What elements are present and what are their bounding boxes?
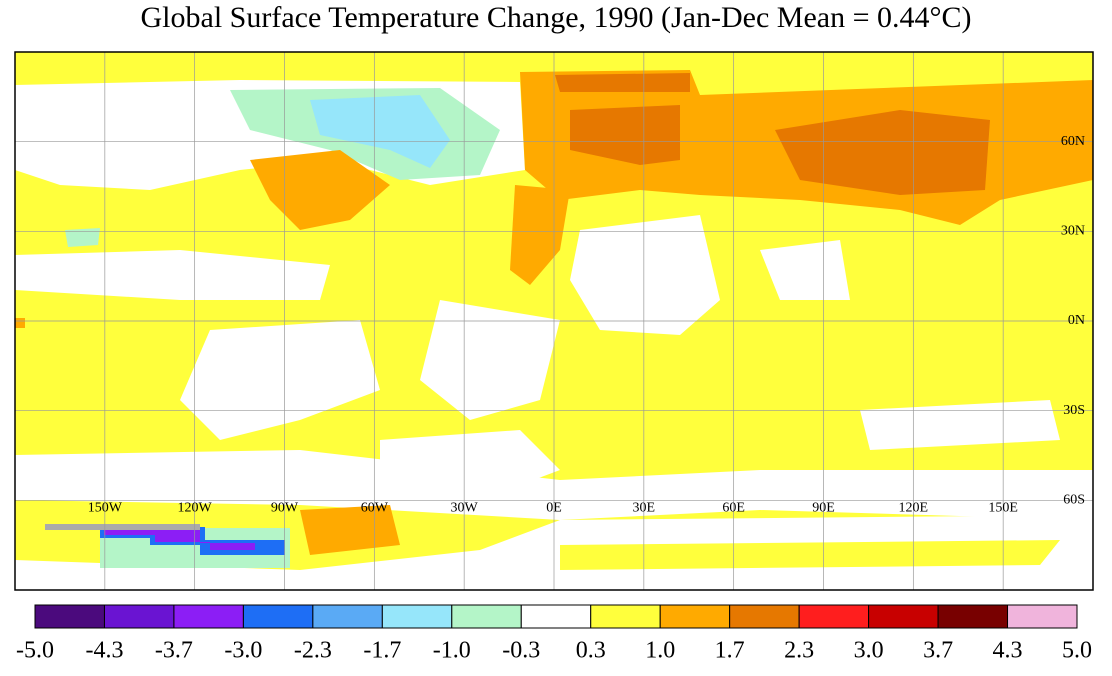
colorbar-swatch bbox=[312, 604, 383, 629]
grid bbox=[15, 52, 1093, 590]
colorbar-tick-label: 0.3 bbox=[576, 638, 606, 664]
colorbar-swatch bbox=[103, 604, 175, 629]
lon-label: 90E bbox=[812, 501, 835, 516]
white-region bbox=[860, 400, 1060, 450]
white-region bbox=[15, 250, 330, 300]
white-region bbox=[760, 240, 850, 300]
lat-label: 30N bbox=[1061, 224, 1085, 239]
lon-label: 0E bbox=[546, 501, 562, 516]
warm-region bbox=[300, 505, 400, 555]
warm-region bbox=[250, 150, 390, 230]
colorbar-swatch bbox=[659, 604, 731, 629]
warm-region bbox=[15, 318, 25, 328]
map-frame bbox=[14, 51, 1094, 591]
axis-labels: 150W 120W 90W 60W 30W 0E 30E 60E 90E 120E 150E 60N 3… bbox=[88, 134, 1085, 516]
colorbar-tick-label: -5.0 bbox=[16, 638, 54, 664]
colorbar-tick-label: -1.0 bbox=[433, 638, 471, 664]
colorbar-tick-label: -3.0 bbox=[224, 638, 262, 664]
lon-label: 120W bbox=[178, 501, 213, 516]
lon-label: 30W bbox=[451, 501, 479, 516]
lat-label: 0N bbox=[1068, 313, 1085, 328]
lat-label: 60N bbox=[1061, 134, 1085, 149]
colorbar-tick-label: 1.0 bbox=[645, 638, 675, 664]
hot-region bbox=[555, 73, 690, 92]
colorbar-tick-label: -2.3 bbox=[294, 638, 332, 664]
cold-region bbox=[310, 95, 450, 168]
cold-region bbox=[104, 530, 255, 550]
hot-region bbox=[775, 110, 990, 195]
white-region bbox=[180, 320, 380, 440]
lon-label: 150W bbox=[88, 501, 123, 516]
lon-label: 120E bbox=[899, 501, 929, 516]
colorbar-swatch bbox=[451, 604, 522, 629]
warm-region bbox=[510, 185, 570, 285]
colorbar-swatch bbox=[937, 604, 1009, 629]
colorbar-tick-label: 2.3 bbox=[784, 638, 814, 664]
cool-region bbox=[65, 228, 100, 247]
title: Global Surface Temperature Change, 1990 … bbox=[141, 1, 972, 34]
colorbar-swatch bbox=[173, 604, 244, 629]
lon-label: 60W bbox=[361, 501, 389, 516]
colorbar-swatch bbox=[381, 604, 453, 629]
colorbar-tick-label: -4.3 bbox=[85, 638, 123, 664]
white-region bbox=[420, 300, 560, 420]
colorbar-swatch bbox=[242, 604, 314, 629]
colorbar-swatch bbox=[590, 604, 661, 629]
hot-region bbox=[570, 105, 680, 165]
colorbar-swatch bbox=[729, 604, 800, 629]
colorbar-tick-label: 4.3 bbox=[993, 638, 1023, 664]
colorbar: -5.0 -4.3 -3.7 -3.0 -2.3 -1.7 -1.0 -0.3 0.3 1.0 1.… bbox=[16, 604, 1092, 664]
colorbar-tick-label: 3.0 bbox=[854, 638, 884, 664]
missing-data bbox=[45, 524, 200, 530]
colorbar-swatch bbox=[34, 604, 105, 629]
colorbar-swatch bbox=[1007, 604, 1078, 629]
lon-label: 30E bbox=[633, 501, 656, 516]
colorbar-swatch bbox=[798, 604, 870, 629]
lon-label: 90W bbox=[271, 501, 299, 516]
colorbar-tick-label: -3.7 bbox=[155, 638, 193, 664]
yellow-region bbox=[560, 540, 1060, 570]
colorbar-tick-label: -0.3 bbox=[502, 638, 540, 664]
colorbar-tick-label: 1.7 bbox=[715, 638, 745, 664]
lat-label: 30S bbox=[1063, 403, 1085, 418]
colorbar-tick-label: -1.7 bbox=[363, 638, 401, 664]
lon-label: 60E bbox=[722, 501, 745, 516]
colorbar-tick-label: 5.0 bbox=[1062, 638, 1092, 664]
lat-label: 60S bbox=[1063, 493, 1085, 508]
white-region bbox=[570, 215, 720, 335]
colorbar-swatch bbox=[868, 604, 939, 629]
colorbar-swatch bbox=[520, 604, 592, 629]
lon-label: 150E bbox=[988, 501, 1018, 516]
colorbar-tick-label: 3.7 bbox=[923, 638, 953, 664]
